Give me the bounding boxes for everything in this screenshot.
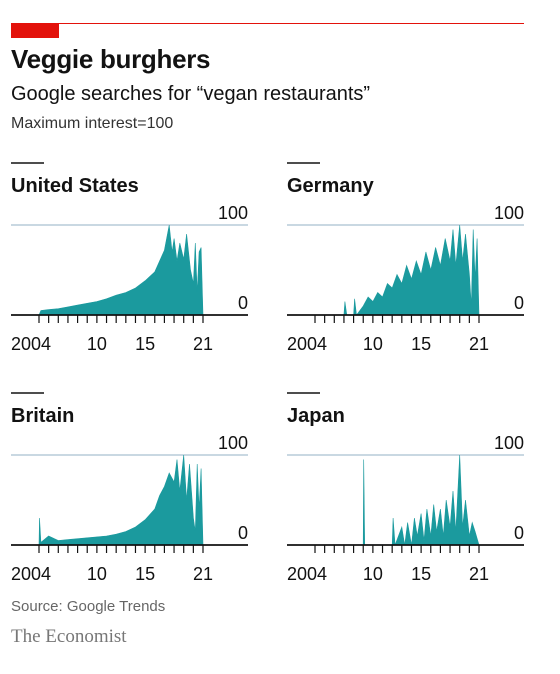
x-tick-label: 10 [87, 334, 107, 354]
x-tick-label: 21 [469, 334, 489, 354]
x-tick-label: 15 [411, 564, 431, 584]
y-tick-label: 0 [238, 523, 248, 543]
y-tick-label: 100 [218, 203, 248, 223]
y-tick-label: 0 [238, 293, 248, 313]
chart-note: Maximum interest=100 [11, 115, 174, 132]
x-tick-label: 15 [135, 334, 155, 354]
y-tick-label: 100 [218, 433, 248, 453]
top-rule [11, 23, 524, 24]
x-tick-label: 10 [87, 564, 107, 584]
x-tick-label: 2004 [287, 564, 327, 584]
x-tick-label: 2004 [287, 334, 327, 354]
x-tick-label: 21 [193, 334, 213, 354]
y-tick-label: 100 [494, 203, 524, 223]
area-series [315, 224, 480, 316]
brand-red-tab [11, 23, 59, 38]
area-series [38, 224, 204, 316]
chart-panel: Britain 100 0 2004 10 15 21 [11, 392, 248, 584]
x-tick-label: 2004 [11, 564, 51, 584]
y-tick-label: 100 [494, 433, 524, 453]
chart-subtitle: Google searches for “vegan restaurants” [11, 83, 371, 105]
area-series [38, 454, 204, 546]
panel-title: Japan [287, 405, 345, 427]
x-tick-label: 15 [135, 564, 155, 584]
y-tick-label: 0 [514, 293, 524, 313]
x-tick-label: 10 [363, 334, 383, 354]
publisher-logo: The Economist [11, 626, 127, 647]
chart-panel: United States 100 0 2004 10 15 21 [11, 162, 248, 354]
panel-title: Britain [11, 405, 74, 427]
chart-panel: Germany 100 0 2004 10 15 21 [287, 162, 524, 354]
y-tick-label: 0 [514, 523, 524, 543]
x-tick-label: 21 [193, 564, 213, 584]
panel-title: Germany [287, 175, 375, 197]
area-series [315, 454, 480, 546]
chart-title: Veggie burghers [11, 44, 211, 74]
x-tick-label: 2004 [11, 334, 51, 354]
chart-panel: Japan 100 0 2004 10 15 21 [287, 392, 524, 584]
source-note: Source: Google Trends [11, 598, 166, 615]
panel-title: United States [11, 175, 139, 197]
x-tick-label: 21 [469, 564, 489, 584]
x-tick-label: 10 [363, 564, 383, 584]
x-tick-label: 15 [411, 334, 431, 354]
